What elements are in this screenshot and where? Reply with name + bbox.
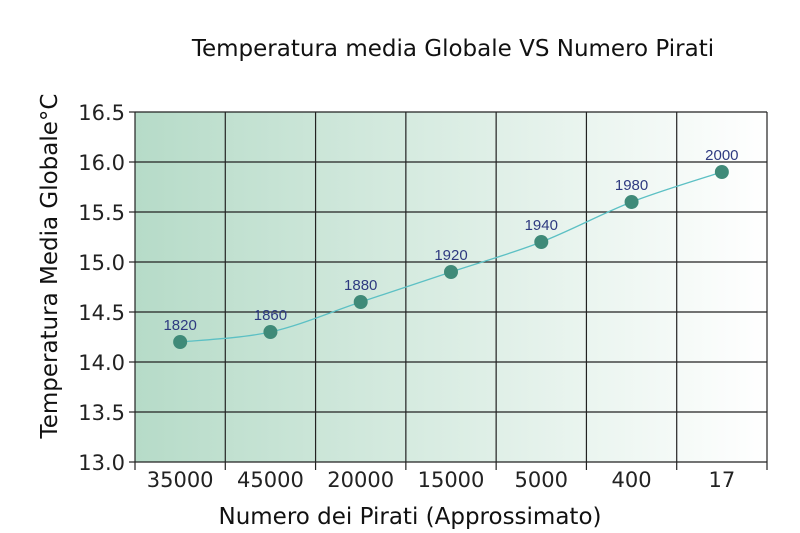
y-axis-label: Temperatura Media Globale°C	[37, 94, 63, 440]
data-point	[263, 325, 278, 339]
point-label: 2000	[705, 147, 738, 164]
data-point	[624, 195, 639, 209]
y-tick-label: 16.0	[78, 151, 125, 175]
point-label: 1880	[344, 277, 377, 294]
y-tick-label: 15.0	[78, 251, 125, 275]
point-label: 1820	[163, 317, 196, 334]
y-tick-label: 13.5	[78, 401, 125, 425]
data-point	[444, 265, 458, 279]
x-tick-label: 400	[612, 468, 652, 492]
x-tick-label: 45000	[237, 468, 304, 492]
x-axis-label: Numero dei Pirati (Approssimato)	[219, 504, 602, 530]
point-label: 1980	[615, 177, 648, 194]
data-point	[714, 165, 729, 179]
x-tick-label: 17	[708, 468, 735, 492]
y-tick-label: 16.5	[78, 101, 125, 125]
point-label: 1860	[254, 307, 287, 324]
data-point	[534, 235, 549, 249]
y-tick-label: 15.5	[78, 201, 125, 225]
x-tick-label: 5000	[515, 468, 568, 492]
data-point	[173, 335, 188, 349]
data-point	[353, 295, 368, 309]
x-tick-label: 20000	[327, 468, 394, 492]
y-tick-label: 14.5	[78, 301, 125, 325]
x-tick-label: 35000	[147, 468, 214, 492]
chart-title: Temperatura media Globale VS Numero Pira…	[191, 36, 714, 62]
point-label: 1940	[525, 217, 558, 234]
y-tick-label: 13.0	[78, 451, 125, 475]
x-tick-label: 15000	[418, 468, 485, 492]
y-tick-label: 14.0	[78, 351, 125, 375]
point-label: 1920	[434, 247, 467, 264]
plot-area	[135, 112, 767, 462]
